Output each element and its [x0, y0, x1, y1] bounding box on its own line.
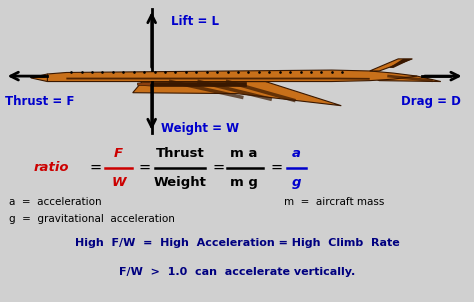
- Text: Thrust = F: Thrust = F: [5, 95, 74, 108]
- Text: =: =: [212, 160, 225, 175]
- Text: a: a: [292, 146, 301, 160]
- Polygon shape: [133, 82, 341, 106]
- Text: F/W  >  1.0  can  accelerate vertically.: F/W > 1.0 can accelerate vertically.: [119, 267, 355, 277]
- Text: Weight = W: Weight = W: [161, 122, 239, 135]
- Text: =: =: [138, 160, 151, 175]
- Text: Lift = L: Lift = L: [171, 14, 219, 28]
- Text: F: F: [114, 146, 123, 160]
- Text: High  F/W  =  High  Acceleration = High  Climb  Rate: High F/W = High Acceleration = High Clim…: [74, 238, 400, 248]
- Text: =: =: [270, 160, 283, 175]
- Polygon shape: [47, 70, 417, 82]
- Polygon shape: [152, 82, 246, 86]
- Polygon shape: [137, 82, 152, 86]
- Text: =: =: [89, 160, 101, 175]
- Text: m a: m a: [230, 146, 258, 160]
- Text: m  =  aircraft mass: m = aircraft mass: [284, 197, 385, 207]
- Polygon shape: [31, 74, 47, 82]
- Text: Thrust: Thrust: [156, 146, 204, 160]
- Text: g: g: [292, 175, 301, 189]
- Text: Weight: Weight: [154, 175, 207, 189]
- Polygon shape: [370, 59, 412, 71]
- Text: g  =  gravitational  acceleration: g = gravitational acceleration: [9, 214, 175, 224]
- Polygon shape: [66, 78, 370, 80]
- Text: a  =  acceleration: a = acceleration: [9, 197, 102, 207]
- Polygon shape: [370, 76, 441, 82]
- Text: ratio: ratio: [33, 161, 69, 174]
- Text: m g: m g: [230, 175, 258, 189]
- Text: W: W: [111, 175, 126, 189]
- Polygon shape: [389, 59, 412, 68]
- Text: Drag = D: Drag = D: [401, 95, 460, 108]
